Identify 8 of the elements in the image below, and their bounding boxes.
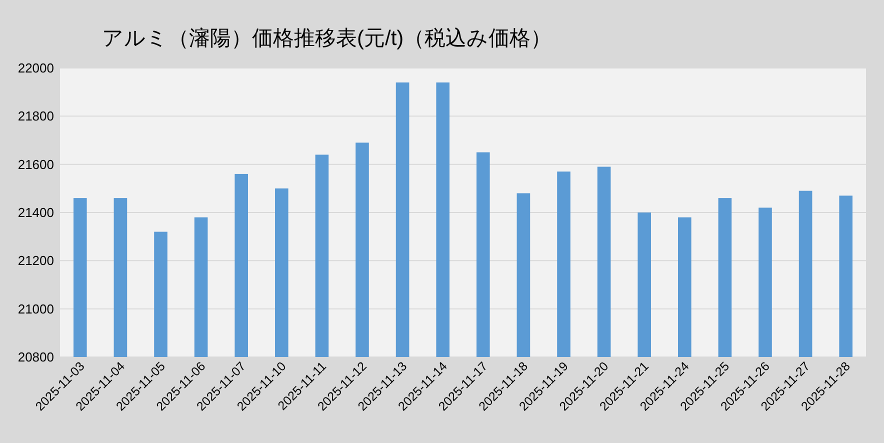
y-tick-label: 21200 [18, 253, 54, 268]
y-tick-label: 21800 [18, 108, 54, 124]
y-tick-label: 21000 [18, 301, 54, 316]
y-tick-label: 21600 [18, 156, 54, 172]
y-tick-label: 21400 [18, 205, 54, 220]
y-tick-label: 20800 [18, 350, 54, 364]
y-tick-label: 22000 [18, 60, 54, 76]
chart-title: アルミ（瀋陽）価格推移表(元/t)（税込み価格） [102, 27, 552, 50]
